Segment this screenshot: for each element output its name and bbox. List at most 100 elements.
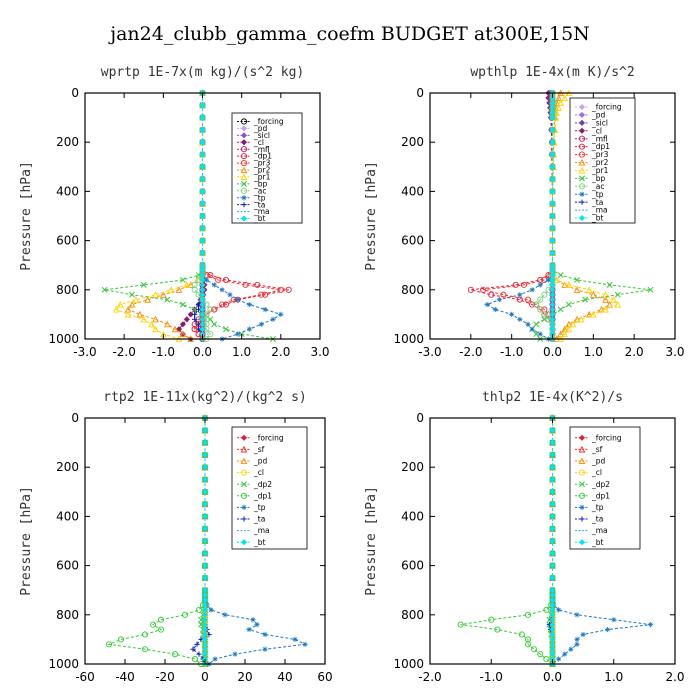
data-point <box>190 646 196 652</box>
legend-label: _pr1 <box>253 173 271 182</box>
legend-marker <box>240 146 248 153</box>
data-point <box>614 291 621 298</box>
data-point <box>179 301 186 308</box>
legend-entry: _bt <box>237 538 266 547</box>
x-tick-label: 3.0 <box>310 345 329 359</box>
legend-label: _dp1 <box>253 152 272 161</box>
data-point <box>179 330 187 338</box>
y-axis-label: Pressure [hPa] <box>19 161 34 271</box>
legend-label: _bt <box>253 538 266 547</box>
panel-title: rtp2 1E-11x(kg^2)/(kg^2 s) <box>103 390 307 405</box>
data-point <box>250 617 256 623</box>
legend-label: _sf <box>253 445 265 454</box>
y-tick-label: 800 <box>401 608 424 622</box>
legend-label: _sf <box>591 445 603 454</box>
data-point <box>512 281 519 288</box>
data-point <box>533 331 540 338</box>
data-point <box>549 237 556 244</box>
legend-marker <box>578 445 586 453</box>
legend: _forcing_pd_sicl_cl_mfl_dp1_pr3_pr2_pr1_… <box>231 112 303 224</box>
legend-entry: _dp2 <box>237 480 272 489</box>
legend-label: _dp1 <box>591 142 610 151</box>
data-point <box>590 291 597 298</box>
data-point <box>211 306 218 313</box>
y-tick-label: 400 <box>56 509 79 523</box>
legend-entry: _dp2 <box>575 480 610 489</box>
data-point <box>557 272 564 278</box>
legend-label: _ma <box>253 207 270 216</box>
data-point <box>496 297 503 303</box>
legend-entry: _pr1 <box>575 166 609 175</box>
data-point <box>555 104 562 111</box>
data-point <box>518 631 525 638</box>
legend-label: _dp1 <box>253 491 272 500</box>
data-point <box>222 301 230 308</box>
data-point <box>292 636 298 642</box>
data-point <box>242 281 249 288</box>
legend-label: _bp <box>591 174 606 183</box>
legend-label: _pd <box>253 457 268 466</box>
x-tick-label: 0.0 <box>193 345 212 359</box>
data-point <box>557 306 564 313</box>
legend-label: _mfl <box>253 145 270 154</box>
data-point <box>574 612 580 618</box>
series-line <box>486 93 553 340</box>
series-line <box>204 418 307 665</box>
x-tick-label: -1.0 <box>500 345 523 359</box>
legend-marker <box>578 103 586 110</box>
series-line <box>552 92 619 340</box>
data-point <box>198 616 204 623</box>
data-point <box>201 451 209 458</box>
data-point <box>171 651 179 658</box>
legend-marker <box>240 492 248 499</box>
data-point <box>537 282 543 288</box>
data-point <box>232 651 238 657</box>
series-bt <box>199 89 206 343</box>
legend-marker <box>240 160 248 167</box>
y-axis-label: Pressure [hPa] <box>364 486 379 596</box>
data-point <box>199 114 206 121</box>
data-point <box>101 286 108 293</box>
data-point <box>606 300 613 308</box>
x-tick-label: -2.0 <box>112 345 135 359</box>
data-point <box>467 286 474 293</box>
legend-entry: _tp <box>575 503 604 512</box>
legend-entry: _dp1 <box>575 491 610 500</box>
series-ta <box>190 415 212 667</box>
data-point <box>545 277 552 283</box>
series-line <box>194 93 211 340</box>
data-point <box>580 631 586 638</box>
y-tick-label: 0 <box>416 86 424 100</box>
data-point <box>262 646 268 652</box>
legend-label: _tp <box>591 190 604 199</box>
legend-marker <box>578 183 586 190</box>
legend-entry: _ac <box>575 182 604 191</box>
legend-label: _forcing <box>591 433 622 442</box>
data-point <box>549 225 556 232</box>
data-point <box>199 237 206 244</box>
data-point <box>116 300 124 308</box>
legend-marker <box>241 202 247 208</box>
legend: _forcing _sf _pd _cl _dp2 _dp1 _tp _ta _ma _bt <box>231 426 308 550</box>
data-point <box>537 306 544 313</box>
legend-label: _pd <box>591 457 606 466</box>
legend-entry: _bt <box>237 214 266 223</box>
y-tick-label: 0 <box>416 411 424 425</box>
x-tick-label: -1.0 <box>152 345 175 359</box>
legend-marker <box>578 119 586 126</box>
data-point <box>537 651 544 658</box>
x-tick-label: 2.0 <box>271 345 290 359</box>
data-point <box>529 301 536 308</box>
legend-entry: _ma <box>237 526 270 535</box>
legend-label: _ta <box>253 200 265 209</box>
data-point <box>577 315 585 323</box>
data-point <box>562 651 568 657</box>
legend-marker <box>579 504 585 510</box>
data-point <box>195 606 203 613</box>
panel-2: wpthlp 1E-4x(m K)/s^2 Pressure [hPa] -3.0 -… <box>364 65 685 359</box>
y-tick-label: 1000 <box>393 332 424 346</box>
panel-4: thlp2 1E-4x(K^2)/s Pressure [hPa] -2.0 -1.0… <box>364 390 685 684</box>
y-axis-label: Pressure [hPa] <box>364 161 379 271</box>
data-point <box>585 286 593 293</box>
data-point <box>557 99 564 106</box>
